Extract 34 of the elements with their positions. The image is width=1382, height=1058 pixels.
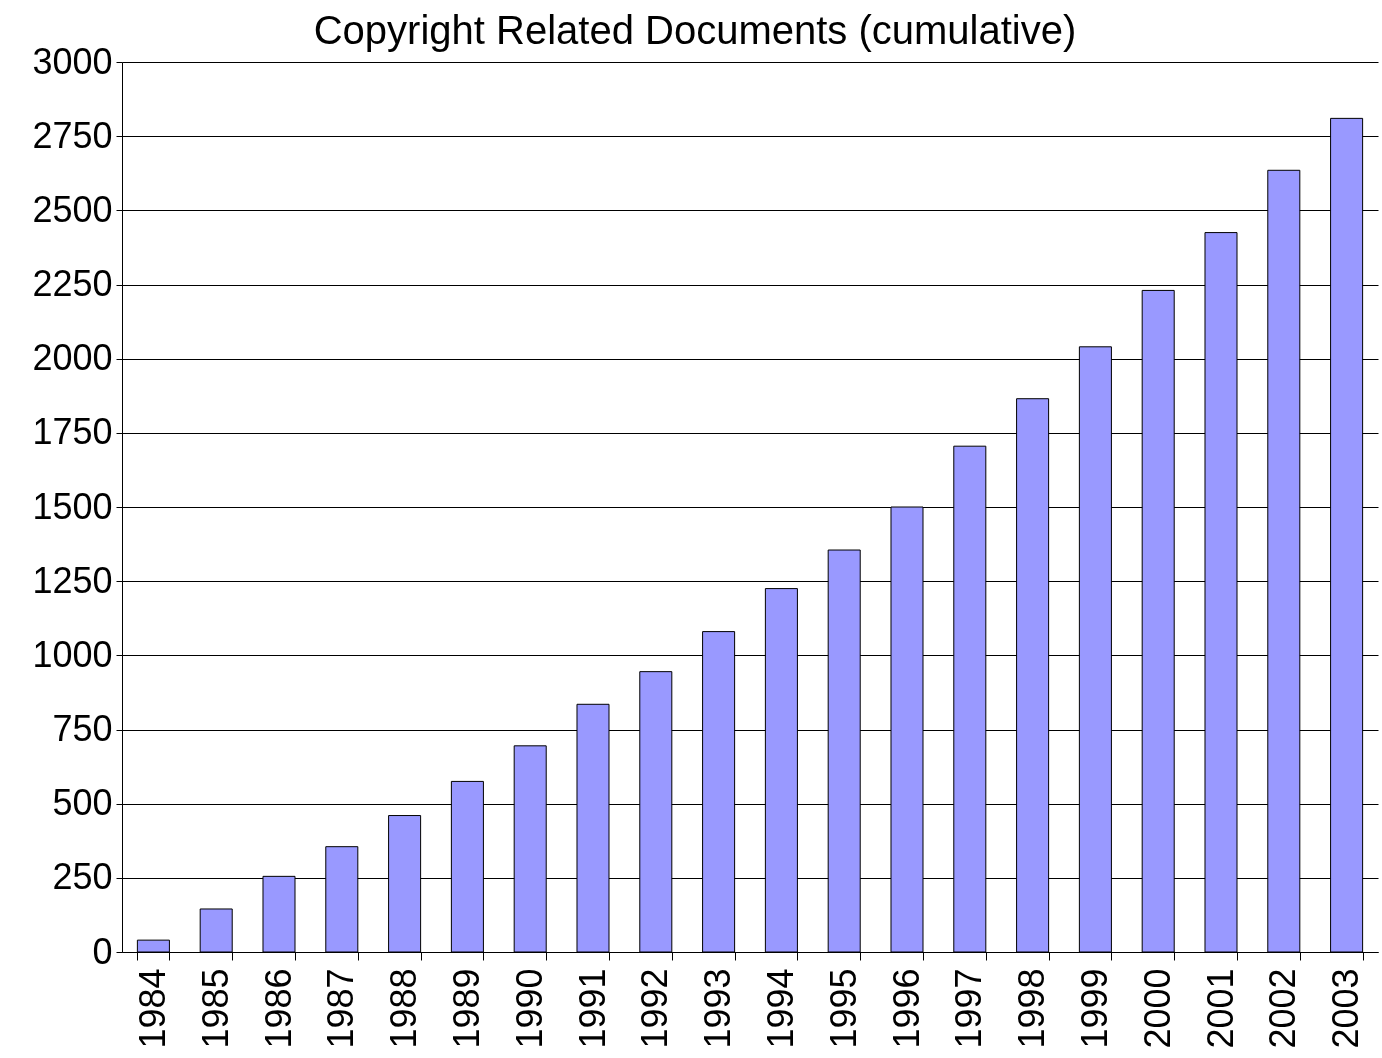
y-tick-label: 2500 [32, 188, 113, 230]
y-tick-label: 3000 [32, 40, 113, 82]
x-tick-label: 1998 [1011, 968, 1053, 1049]
x-tick-label: 1990 [508, 968, 550, 1049]
x-tick-label: 1993 [697, 968, 739, 1049]
x-tick-label: 1985 [194, 968, 236, 1049]
y-tick-label: 2750 [32, 114, 113, 156]
y-tick-label: 250 [52, 856, 113, 898]
y-tick-label: 2000 [32, 337, 113, 379]
y-tick-label: 1500 [32, 485, 113, 527]
y-tick-label: 0 [92, 930, 113, 972]
x-tick-label: 1996 [885, 968, 927, 1049]
x-tick-label: 2003 [1325, 968, 1367, 1049]
x-tick-label: 1995 [822, 968, 864, 1049]
y-tick-label: 500 [52, 782, 113, 824]
x-tick-label: 1987 [320, 968, 362, 1049]
x-tick-label: 1992 [634, 968, 676, 1049]
chart-title: Copyright Related Documents (cumulative) [313, 8, 1077, 52]
y-tick-label: 1000 [32, 633, 113, 675]
x-tick-label: 1988 [383, 968, 425, 1049]
x-tick-label: 2002 [1262, 968, 1304, 1049]
x-tick-label: 2000 [1136, 968, 1178, 1049]
x-tick-label: 1989 [445, 968, 487, 1049]
y-tick-label: 1250 [32, 559, 113, 601]
x-tick-label: 2001 [1199, 968, 1241, 1049]
y-tick-label: 750 [52, 708, 113, 749]
y-tick-label: 2250 [32, 263, 113, 304]
x-tick-label: 1994 [759, 968, 801, 1049]
x-tick-label: 1991 [571, 968, 613, 1049]
x-tick-label: 1999 [1073, 968, 1115, 1049]
x-tick-label: 1997 [948, 968, 990, 1049]
x-tick-label: 1984 [131, 968, 173, 1049]
y-tick-label: 1750 [32, 411, 113, 453]
x-tick-label: 1986 [257, 968, 299, 1049]
